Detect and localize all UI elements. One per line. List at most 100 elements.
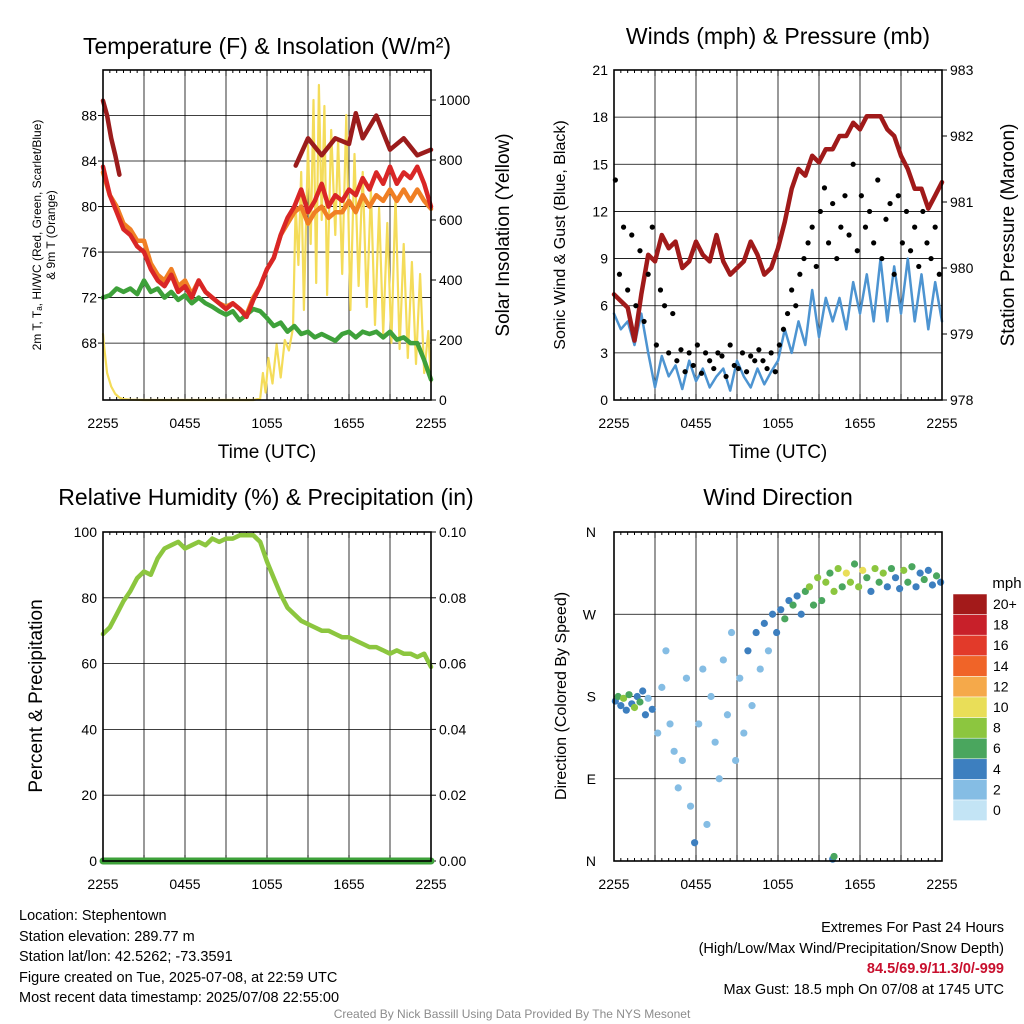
wind-x-tick-label: 1655 — [844, 415, 875, 431]
rh-ylabel-left: Percent & Precipitation — [26, 599, 47, 792]
wind-y-tick-label: 9 — [600, 251, 608, 267]
gust-point — [760, 358, 766, 364]
dir-y-tick-label: N — [586, 524, 596, 540]
gust-point — [793, 303, 799, 309]
gust-point — [809, 224, 815, 230]
gust-point — [797, 271, 803, 277]
temp-y2-tick-label: 600 — [439, 212, 463, 228]
gust-point — [670, 310, 676, 317]
dir-x-tick-label: 1055 — [762, 876, 793, 892]
wind-direction-point — [809, 601, 818, 609]
temp-x-tick-label: 1655 — [333, 415, 364, 431]
dir-x-tick-label: 2255 — [598, 876, 629, 892]
legend-label: 10 — [993, 699, 1009, 715]
gust-point — [784, 310, 791, 317]
gust-point — [920, 208, 926, 215]
wind-direction-point — [920, 575, 928, 584]
wind-direction-point — [670, 747, 678, 755]
gust-point — [838, 224, 844, 230]
wind-x-tick-label: 0455 — [680, 415, 711, 431]
temp-series-line — [100, 98, 122, 177]
temp-series-line — [100, 164, 434, 320]
wind-direction-point — [752, 628, 760, 637]
wind-direction-point — [736, 674, 744, 682]
wind-y2-tick-label: 981 — [950, 194, 974, 210]
rh-x-tick-label: 1055 — [251, 876, 282, 892]
gust-point — [764, 365, 770, 372]
rh-y-tick-label: 0 — [89, 853, 97, 869]
gust-point — [907, 248, 914, 254]
wind-y2-tick-label: 979 — [950, 326, 974, 342]
wind-direction-point — [904, 578, 912, 586]
wind-y-tick-label: 12 — [592, 203, 608, 219]
temp-y-tick-label: 84 — [81, 153, 97, 169]
gust-point — [682, 369, 688, 375]
wind-chart-title: Winds (mph) & Pressure (mb) — [626, 23, 930, 49]
wind-direction-point — [932, 572, 941, 580]
gust-point — [780, 326, 787, 332]
wind-x-tick-label: 2255 — [926, 415, 957, 431]
legend-swatch — [952, 593, 988, 615]
humidity-line — [100, 533, 434, 670]
wind-direction-point — [838, 583, 846, 591]
wind-direction-point — [622, 706, 630, 714]
temp-x-tick-label: 1055 — [251, 415, 282, 431]
wind-direction-point — [691, 839, 699, 847]
rh-x-tick-label: 0455 — [169, 876, 200, 892]
wind-direction-point — [682, 674, 691, 682]
temp-plot-frame — [102, 69, 432, 401]
legend-swatch — [952, 614, 988, 636]
legend-swatch — [952, 655, 988, 677]
gust-point — [686, 350, 692, 356]
wind-direction-point — [773, 628, 781, 637]
wind-direction-point — [916, 569, 924, 577]
figure-created: Figure created on Tue, 2025-07-08, at 22… — [19, 969, 338, 986]
gust-point — [846, 232, 852, 238]
gust-point — [735, 365, 741, 372]
wind-direction-point — [863, 574, 871, 582]
wind-x-tick-label: 2255 — [598, 415, 629, 431]
wind-direction-point — [662, 647, 670, 655]
gust-point — [694, 342, 700, 348]
wind-y2-tick-label: 978 — [950, 392, 974, 408]
wind-direction-point — [887, 564, 896, 573]
dir-x-tick-label: 2255 — [926, 876, 957, 892]
wind-direction-point — [719, 656, 727, 664]
gust-point — [834, 255, 840, 262]
temp-y2-tick-label: 800 — [439, 152, 463, 168]
wind-direction-point — [855, 583, 863, 591]
temp-y-tick-label: 76 — [81, 244, 97, 260]
rh-y-tick-label: 40 — [81, 721, 97, 737]
legend-swatch — [952, 758, 988, 780]
wind-direction-point — [793, 592, 801, 600]
station-info: Location: Stephentown Station elevation:… — [19, 906, 339, 1009]
dir-x-tick-label: 1655 — [844, 876, 875, 892]
temp-y-tick-label: 68 — [81, 335, 97, 351]
wind-direction-point — [842, 569, 850, 577]
gust-point — [727, 342, 733, 348]
wind-direction-point — [617, 702, 625, 710]
rh-y2-tick-label: 0.00 — [439, 853, 466, 869]
legend-label: 12 — [993, 678, 1009, 694]
legend-swatch — [952, 717, 988, 739]
legend-label: 18 — [993, 617, 1009, 633]
gust-point — [637, 248, 643, 254]
temp-chart-title: Temperature (F) & Insolation (W/m²) — [83, 33, 451, 59]
legend-label: 16 — [993, 637, 1009, 653]
wind-direction-point — [764, 647, 773, 655]
wind-direction-point — [654, 729, 662, 737]
rh-y2-tick-label: 0.08 — [439, 590, 466, 606]
gust-point — [739, 350, 746, 356]
gust-point — [854, 248, 860, 254]
wind-x-tick-label: 1055 — [762, 415, 793, 431]
legend-label: 8 — [993, 720, 1001, 736]
legend-swatch — [952, 696, 988, 718]
gust-point — [830, 200, 836, 207]
wind-direction-point — [744, 647, 752, 655]
wind-direction-point — [834, 564, 842, 573]
extremes-title: Extremes For Past 24 Hours — [821, 920, 1004, 936]
legend-label: 6 — [993, 740, 1001, 756]
wind-direction-point — [699, 665, 707, 673]
gust-point — [641, 318, 647, 325]
